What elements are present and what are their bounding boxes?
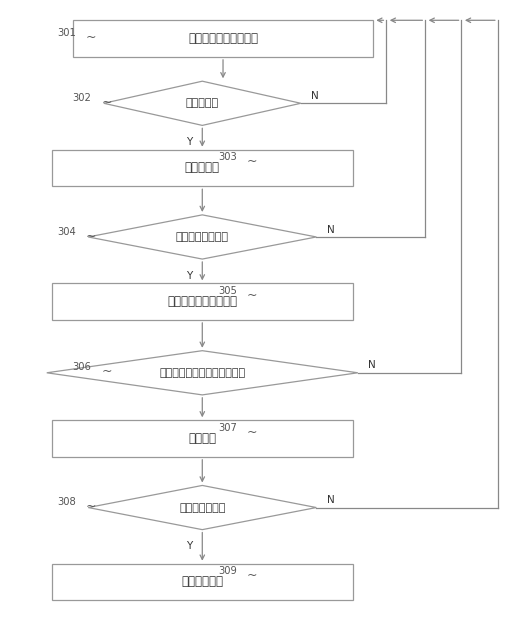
Text: 版本号及数据长度解码成功？: 版本号及数据长度解码成功？ <box>159 368 245 378</box>
Text: 304: 304 <box>57 226 76 236</box>
Text: ~: ~ <box>247 288 257 302</box>
Text: 306: 306 <box>72 362 92 372</box>
Polygon shape <box>88 215 316 259</box>
Text: 同步对齐？: 同步对齐？ <box>186 98 219 108</box>
Polygon shape <box>104 81 301 125</box>
Text: 302: 302 <box>72 93 92 103</box>
Text: 307: 307 <box>218 423 236 433</box>
FancyBboxPatch shape <box>72 20 373 57</box>
FancyBboxPatch shape <box>52 564 353 600</box>
Text: N: N <box>327 495 334 505</box>
Text: ~: ~ <box>86 31 96 44</box>
Text: 解码版本号及数据长度: 解码版本号及数据长度 <box>167 295 238 308</box>
Text: 数据解码成功？: 数据解码成功？ <box>179 502 225 512</box>
Text: 返回解码结果: 返回解码结果 <box>181 576 223 588</box>
Text: Y: Y <box>186 137 193 147</box>
FancyBboxPatch shape <box>52 420 353 457</box>
Text: 301: 301 <box>57 28 76 38</box>
Text: 308: 308 <box>57 497 76 507</box>
Text: ~: ~ <box>101 96 112 108</box>
Text: 解码数据头: 解码数据头 <box>185 162 220 174</box>
FancyBboxPatch shape <box>52 150 353 186</box>
FancyBboxPatch shape <box>52 283 353 320</box>
Text: N: N <box>368 361 376 371</box>
Text: 数据头解码成功？: 数据头解码成功？ <box>176 232 229 242</box>
Text: 309: 309 <box>218 566 236 576</box>
Text: 305: 305 <box>218 286 236 296</box>
Text: ~: ~ <box>247 155 257 168</box>
Text: ~: ~ <box>86 500 96 513</box>
Text: ~: ~ <box>101 365 112 378</box>
Text: ~: ~ <box>247 426 257 438</box>
Text: 录制的音频分帧并加窗: 录制的音频分帧并加窗 <box>188 32 258 45</box>
Text: N: N <box>327 224 334 234</box>
Text: 解码数据: 解码数据 <box>188 432 216 445</box>
Text: 303: 303 <box>218 152 236 162</box>
Text: N: N <box>311 91 319 101</box>
Text: ~: ~ <box>247 569 257 582</box>
Text: Y: Y <box>186 271 193 281</box>
Text: ~: ~ <box>86 229 96 243</box>
Polygon shape <box>47 350 358 395</box>
Polygon shape <box>88 485 316 530</box>
Text: Y: Y <box>186 542 193 552</box>
